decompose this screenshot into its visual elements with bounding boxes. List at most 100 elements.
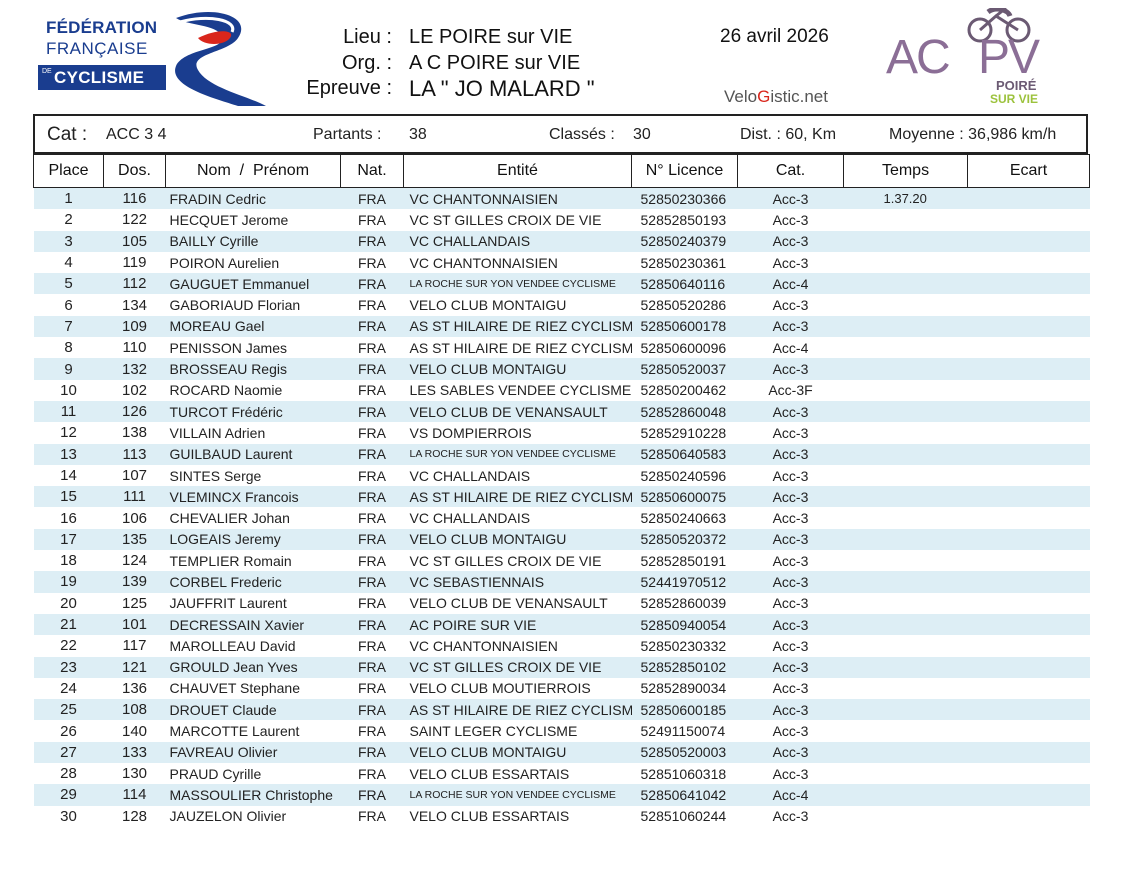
table-row: 19 139 CORBEL Frederic FRA VC SEBASTIENNAIS 5… [33,571,1090,593]
rider-time [844,550,968,571]
rider-place: 12 [60,424,77,442]
rider-place: 2 [64,211,73,229]
acpv-logo-poire: POIRÉ [996,78,1037,93]
velogistic-brand: VeloGistic.net [724,87,828,107]
rider-team: VELO CLUB ESSARTAIS [409,765,570,782]
rider-licence: 52850230332 [640,637,727,654]
rider-category: Acc-3 [737,358,844,380]
rider-nationality: FRA [340,187,404,210]
ffc-logo-line3: CYCLISME [54,68,145,87]
rider-nationality: FRA [358,637,386,654]
rider-licence: 52850600185 [631,699,738,721]
rider-bib: 114 [103,784,166,806]
rider-time [843,613,968,636]
table-row: 21 101 DECRESSAIN Xavier FRA AC POIRE SUR VI… [33,613,1090,636]
rider-place: 18 [60,552,77,570]
table-row: 7 109 MOREAU Gael FRA AS ST HILAIRE DE RIEZ … [33,315,1090,338]
rider-team: VC CHALLANDAIS [403,230,632,252]
rider-licence: 52850640116 [631,273,738,295]
rider-gap [968,550,1090,571]
rider-place: 7 [33,315,104,338]
acpv-logo-pv: PV [978,31,1040,84]
table-row: 18 124 TEMPLIER Romain FRA VC ST GILLES CROI… [34,550,1090,571]
rider-time [844,678,968,699]
table-row: 3 105 BAILLY Cyrille FRA VC CHALLANDAIS 52850… [33,230,1090,252]
rider-category: Acc-3 [737,315,844,338]
rider-gap [967,741,1090,764]
rider-bib: 134 [121,296,148,314]
rider-nationality: FRA [358,680,386,697]
rider-licence: 52852860039 [640,595,727,612]
rider-gap [967,315,1090,338]
rider-time [843,315,968,338]
rider-name: CHAUVET Stephane [169,680,300,697]
rider-licence: 52850520372 [631,528,738,551]
rider-time [843,699,968,721]
ffc-logo-line1: FÉDÉRATION [46,18,158,37]
rider-team: AS ST HILAIRE DE RIEZ CYCLISME [403,486,632,508]
rider-place: 22 [60,637,77,655]
rider-category: Acc-3 [737,443,844,465]
rider-gap [967,358,1090,380]
rider-name: FRADIN Cedric [165,187,341,210]
rider-time [843,273,968,295]
rider-place: 8 [64,339,73,357]
cat-label: Cat : [47,124,88,145]
acpv-logo: AC PV POIRÉ SUR VIE [884,8,1064,110]
rider-nationality: FRA [358,297,386,314]
rider-category: Acc-3 [737,656,844,678]
rider-team: AS ST HILAIRE DE RIEZ CYCLISME [403,699,632,721]
rider-licence: 52850230366 [631,187,738,210]
rider-gap [968,593,1090,614]
rider-time [843,528,968,551]
rider-time [843,486,968,508]
rider-bib: 121 [103,656,166,678]
rider-gap [968,252,1090,273]
col-dos: Dos. [103,154,166,188]
rider-place: 5 [33,273,104,295]
rider-team: VELO CLUB MONTAIGU [403,358,632,380]
rider-category: Acc-3 [737,230,844,252]
rider-category: Acc-3 [772,254,809,271]
rider-licence: 52850641042 [631,784,738,806]
rider-name: PRAUD Cyrille [169,765,262,782]
ffc-logo-de: DE [42,68,52,75]
rider-licence: 52850520286 [640,297,727,314]
rider-name: POIRON Aurelien [169,254,280,271]
rider-nationality: FRA [340,571,404,593]
rider-bib: 111 [103,486,166,508]
rider-time [844,507,968,528]
acpv-logo-ac: AC [886,31,951,84]
rider-team: LA ROCHE SUR YON VENDEE CYCLISME [403,443,632,465]
rider-bib: 109 [103,315,166,338]
rider-team: VELO CLUB MOUTIERROIS [409,680,591,697]
rider-place: 9 [33,358,104,380]
partants-label: Partants : [313,126,382,143]
race-info-bar: Cat : ACC 3 4 Partants : 38 Classés : 30… [33,114,1088,154]
rider-place: 21 [33,613,104,636]
rider-team: LES SABLES VENDEE CYCLISME [409,382,632,399]
results-table: Place Dos. Nom / Prénom Nat. Entité N° L… [33,154,1090,827]
rider-bib: 102 [121,381,148,399]
rider-place: 27 [33,741,104,764]
table-row: 1 116 FRADIN Cedric FRA VC CHANTONNAISIEN 528… [33,187,1090,210]
rider-name: GUILBAUD Laurent [165,443,341,465]
rider-bib: 105 [103,230,166,252]
rider-category: Acc-3 [772,510,809,527]
rider-nationality: FRA [358,382,386,399]
rider-time [843,784,968,806]
rider-nationality: FRA [340,528,404,551]
rider-team: LA ROCHE SUR YON VENDEE CYCLISME [403,784,632,806]
rider-licence: 52851060244 [640,808,727,825]
rider-bib: 116 [103,187,166,210]
rider-name: BROSSEAU Regis [165,358,341,380]
rider-name: GROULD Jean Yves [165,656,341,678]
rider-time [843,358,968,380]
rider-name: PENISSON James [169,339,287,356]
rider-category: Acc-3 [772,723,809,740]
rider-gap [967,528,1090,551]
rider-name: MASSOULIER Christophe [165,784,341,806]
rider-team: VELO CLUB DE VENANSAULT [403,400,632,423]
rider-place: 24 [60,679,77,697]
rider-place: 16 [60,509,77,527]
